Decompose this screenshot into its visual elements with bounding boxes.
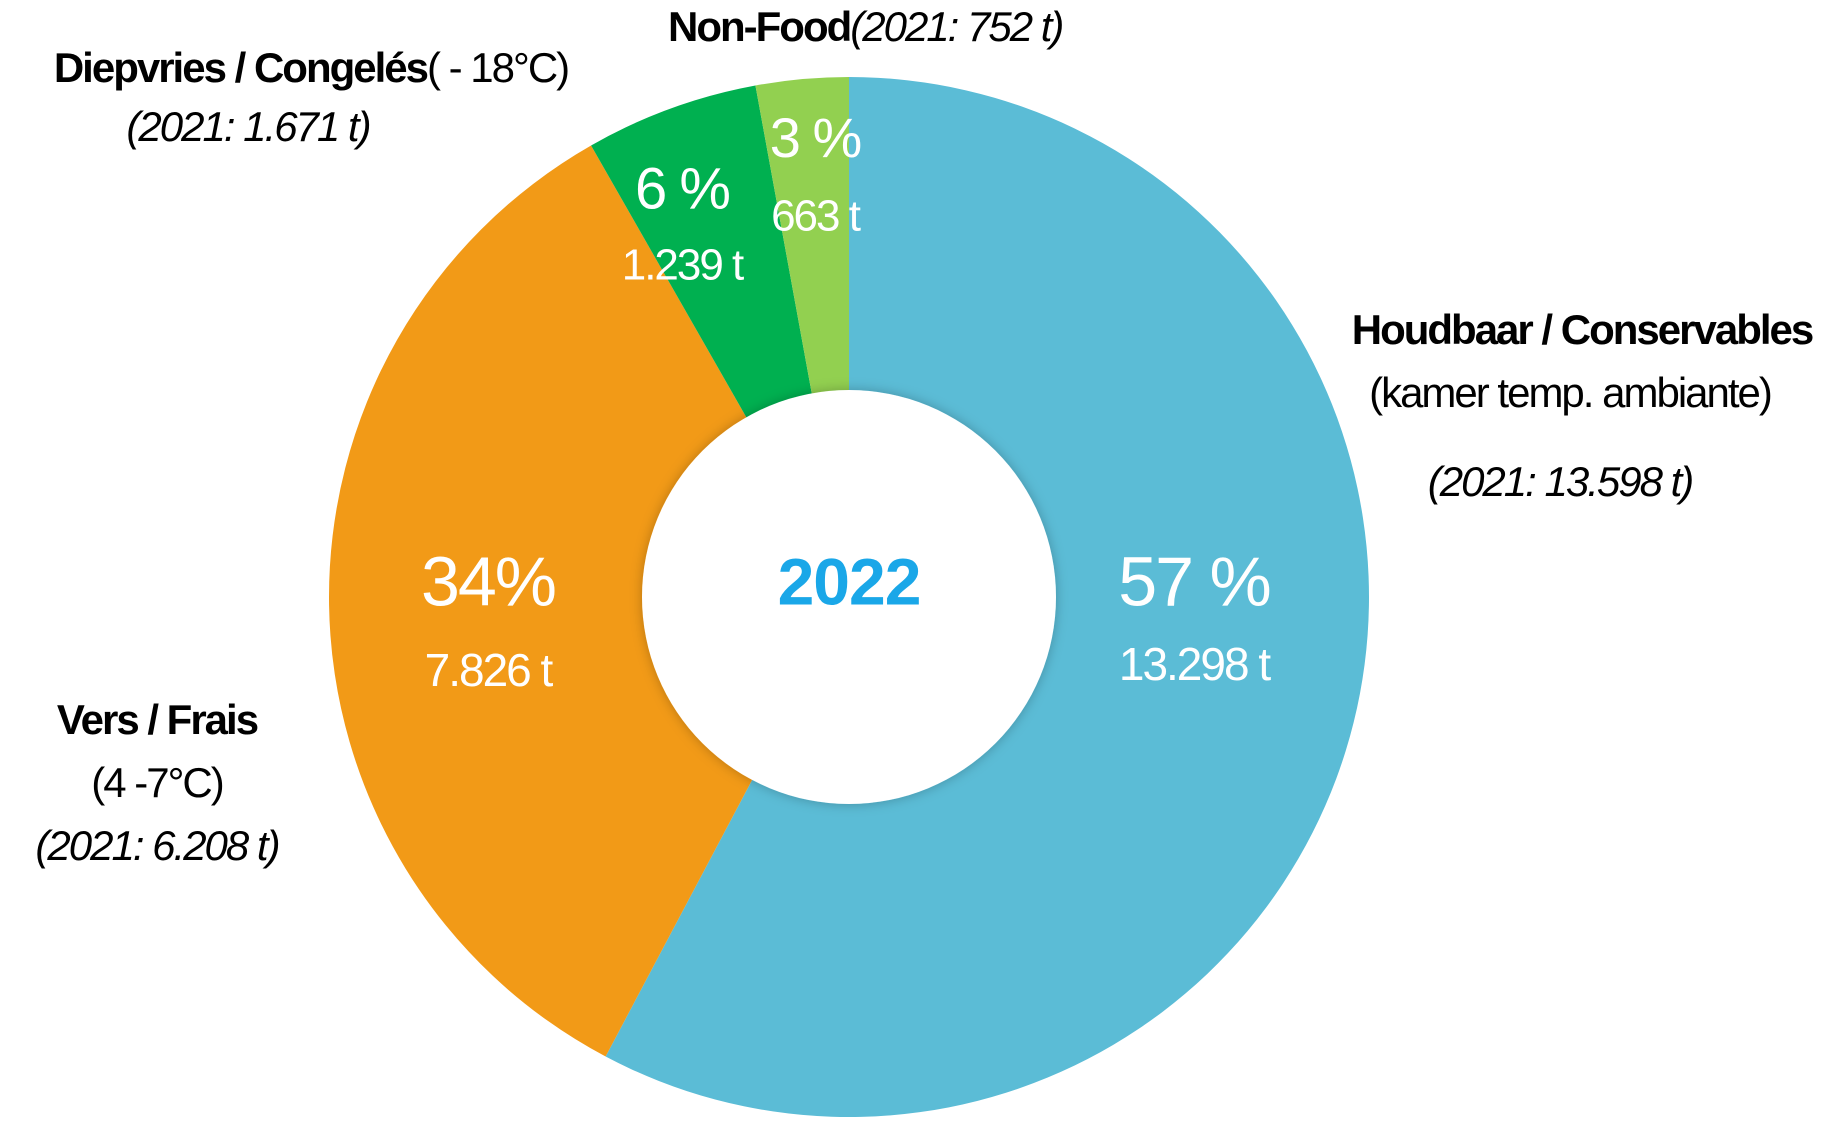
category-name: Vers / Frais: [57, 696, 258, 743]
value-label: 13.298 t: [1119, 638, 1271, 690]
percent-label: 3 %: [770, 106, 861, 169]
category-name: Houdbaar / Conservables: [1352, 306, 1813, 353]
category-name: Non-Food: [668, 3, 850, 50]
center-label: 2022: [778, 544, 921, 618]
value-label: 663 t: [771, 192, 861, 241]
category-detail: (kamer temp. ambiante): [1369, 369, 1771, 416]
category-label: (2021: 6.208 t): [35, 822, 278, 869]
donut-hole: [642, 390, 1056, 804]
category-detail: ( - 18°C): [427, 44, 568, 91]
value-label: 1.239 t: [622, 241, 744, 290]
category-label: Vers / Frais: [57, 696, 258, 743]
previous-value: (2021: 752 t): [850, 3, 1062, 50]
category-label: (4 -7°C): [91, 759, 222, 806]
percent-label: 57 %: [1118, 542, 1270, 620]
category-label: Houdbaar / Conservables: [1352, 306, 1813, 353]
slice: [329, 145, 850, 1057]
category-label: (2021: 13.598 t): [1428, 458, 1693, 505]
percent-label: 6 %: [635, 156, 729, 221]
category-label: Diepvries / Congelés( - 18°C): [54, 44, 568, 91]
category-label: Non-Food(2021: 752 t): [668, 3, 1062, 50]
previous-value: (2021: 6.208 t): [35, 822, 278, 869]
percent-label: 34%: [421, 542, 555, 620]
category-name: Diepvries / Congelés: [54, 44, 428, 91]
category-label: (kamer temp. ambiante): [1369, 369, 1771, 416]
previous-value: (2021: 13.598 t): [1428, 458, 1693, 505]
category-label: (2021: 1.671 t): [126, 103, 369, 150]
category-detail: (4 -7°C): [91, 759, 222, 806]
previous-value: (2021: 1.671 t): [126, 103, 369, 150]
value-label: 7.826 t: [425, 644, 554, 696]
